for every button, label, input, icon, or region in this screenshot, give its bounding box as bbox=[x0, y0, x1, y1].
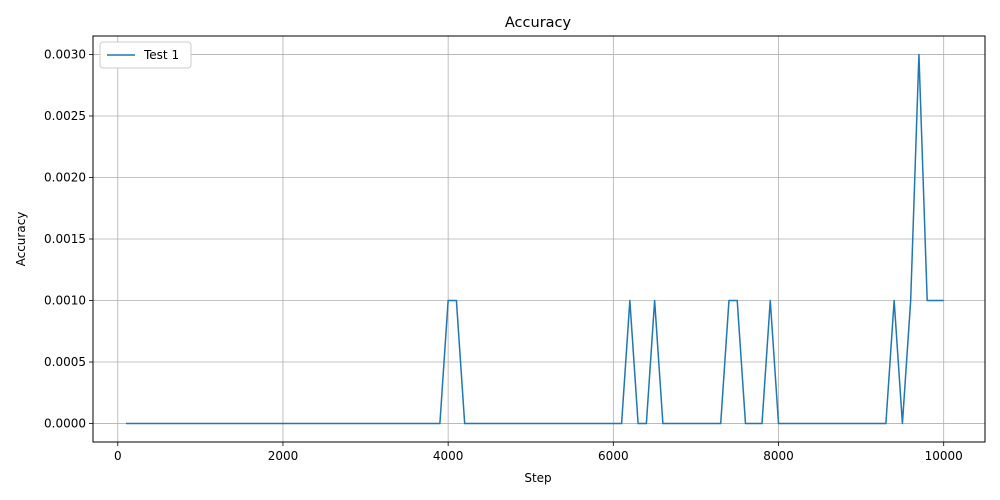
y-axis-label: Accuracy bbox=[14, 212, 28, 267]
x-axis-label: Step bbox=[524, 471, 551, 485]
y-tick-label: 0.0020 bbox=[44, 170, 86, 184]
x-tick-label: 6000 bbox=[598, 449, 629, 463]
x-tick-label: 10000 bbox=[925, 449, 963, 463]
y-tick-label: 0.0005 bbox=[44, 355, 86, 369]
legend-label-test-1: Test 1 bbox=[143, 48, 179, 62]
x-tick-label: 8000 bbox=[763, 449, 794, 463]
y-tick-label: 0.0015 bbox=[44, 232, 86, 246]
y-tick-label: 0.0025 bbox=[44, 109, 86, 123]
y-tick-label: 0.0000 bbox=[44, 417, 86, 431]
x-tick-label: 4000 bbox=[433, 449, 464, 463]
y-axis-ticks: 0.0000 0.0005 0.0010 0.0015 0.0020 0.0025 0.00… bbox=[44, 47, 93, 431]
x-tick-label: 0 bbox=[114, 449, 122, 463]
y-tick-label: 0.0030 bbox=[44, 47, 86, 61]
grid-lines bbox=[93, 36, 985, 442]
x-tick-label: 2000 bbox=[268, 449, 299, 463]
plot-series bbox=[126, 53, 944, 425]
y-tick-label: 0.0010 bbox=[44, 294, 86, 308]
chart-title: Accuracy bbox=[505, 15, 572, 31]
series-line-test-1 bbox=[126, 53, 944, 425]
legend: Test 1 bbox=[99, 41, 192, 69]
legend-box bbox=[99, 41, 192, 69]
x-axis-ticks: 0 2000 4000 6000 8000 10000 bbox=[114, 442, 963, 463]
